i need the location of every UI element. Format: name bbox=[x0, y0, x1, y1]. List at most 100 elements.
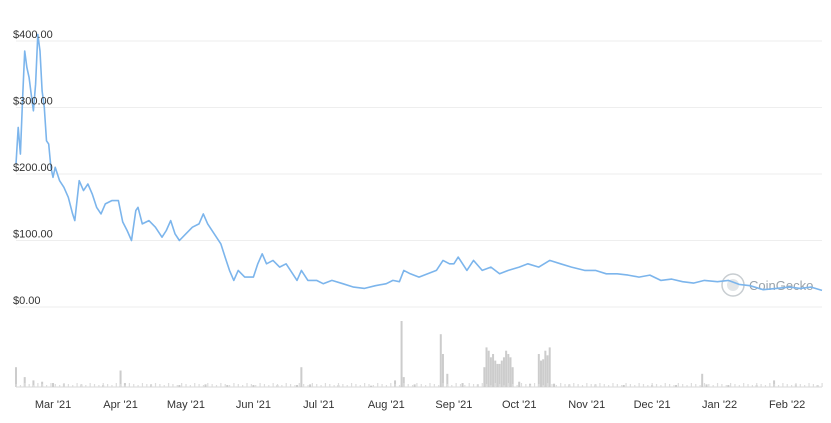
volume-bar bbox=[350, 383, 353, 387]
volume-bar bbox=[185, 384, 187, 387]
volume-bar bbox=[307, 385, 309, 387]
volume-bar bbox=[507, 383, 510, 387]
volume-bar bbox=[106, 384, 109, 387]
volume-bar bbox=[821, 383, 823, 387]
volume-bar bbox=[281, 385, 283, 387]
volume-bar bbox=[481, 383, 483, 387]
volume-bar bbox=[485, 347, 488, 387]
volume-bar bbox=[202, 385, 205, 387]
volume-bar bbox=[725, 385, 727, 387]
volume-bar bbox=[682, 384, 684, 387]
volume-bar bbox=[309, 384, 312, 387]
volume-bar bbox=[311, 383, 313, 387]
volume-bar bbox=[268, 385, 270, 387]
x-axis-labels: Mar '21 Apr '21 May '21 Jun '21 Jul '21 Aug '… bbox=[35, 399, 805, 411]
volume-bar bbox=[204, 384, 207, 387]
watermark-text: CoinGecko bbox=[749, 278, 813, 293]
volume-bar bbox=[553, 383, 556, 387]
volume-bar bbox=[537, 354, 540, 387]
volume-bar bbox=[477, 385, 479, 387]
volume-bar bbox=[377, 383, 379, 387]
volume-bar bbox=[502, 357, 505, 387]
volume-bar bbox=[276, 384, 279, 387]
volume-bar bbox=[120, 384, 122, 387]
volume-bar bbox=[804, 385, 806, 387]
volume-bar bbox=[677, 383, 679, 387]
volume-bar bbox=[673, 385, 675, 387]
volume-bar bbox=[686, 385, 688, 387]
volume-bar bbox=[407, 384, 409, 387]
volume-bar bbox=[298, 383, 300, 387]
volume-bar bbox=[490, 385, 492, 387]
volume-bar bbox=[727, 385, 730, 387]
volume-bar bbox=[425, 385, 427, 387]
volume-bar bbox=[228, 385, 231, 387]
volume-bar bbox=[172, 384, 174, 387]
x-tick-label: Jun '21 bbox=[236, 399, 271, 411]
volume-bar bbox=[337, 383, 340, 387]
volume-bar bbox=[786, 384, 788, 387]
volume-bar bbox=[215, 385, 218, 387]
volume-bar bbox=[812, 384, 814, 387]
volume-bar bbox=[150, 385, 152, 387]
volume-bar bbox=[237, 384, 239, 387]
volume-bar bbox=[560, 383, 562, 387]
y-axis-labels: $0.00 $100.00 $200.00 $300.00 $400.00 bbox=[13, 29, 53, 307]
volume-bar bbox=[509, 357, 512, 387]
y-tick-label: $200.00 bbox=[13, 162, 53, 174]
y-tick-label: $100.00 bbox=[13, 229, 53, 241]
volume-bar bbox=[777, 385, 780, 387]
volume-bar bbox=[45, 385, 48, 387]
volume-bar bbox=[769, 383, 771, 387]
volume-bar bbox=[15, 367, 17, 387]
volume-bar bbox=[520, 383, 523, 387]
volume-bar bbox=[316, 384, 318, 387]
volume-bar bbox=[464, 385, 466, 387]
volume-bar bbox=[494, 383, 496, 387]
volume-bar bbox=[263, 384, 266, 387]
volume-bar bbox=[364, 383, 366, 387]
volume-bar bbox=[37, 383, 39, 387]
volume-bar bbox=[102, 383, 104, 387]
volume-bar bbox=[499, 384, 501, 387]
volume-bar bbox=[300, 367, 303, 387]
volume-bar bbox=[647, 385, 649, 387]
volume-bar bbox=[808, 383, 810, 387]
volume-bar bbox=[67, 384, 69, 387]
volume-bar bbox=[642, 384, 645, 387]
volume-bar bbox=[573, 383, 575, 387]
volume-bar bbox=[242, 385, 244, 387]
volume-bar bbox=[544, 350, 547, 387]
volume-bar bbox=[546, 355, 549, 387]
x-tick-label: Apr '21 bbox=[103, 399, 138, 411]
volume-bar bbox=[651, 383, 653, 387]
volume-bar bbox=[41, 384, 43, 387]
volume-bar bbox=[782, 383, 784, 387]
volume-bar bbox=[472, 384, 475, 387]
volume-bar bbox=[581, 385, 584, 387]
volume-bar bbox=[446, 373, 449, 387]
volume-bar bbox=[730, 383, 732, 387]
volume-bar bbox=[93, 384, 96, 387]
x-tick-label: Aug '21 bbox=[368, 399, 405, 411]
volume-bar bbox=[655, 384, 658, 387]
volume-bar bbox=[59, 385, 61, 387]
volume-bar bbox=[368, 384, 370, 387]
volume-bar bbox=[483, 367, 486, 387]
x-tick-label: Nov '21 bbox=[568, 399, 605, 411]
volume-bar bbox=[296, 385, 299, 387]
volume-bar bbox=[24, 383, 26, 387]
volume-bar bbox=[89, 383, 91, 387]
volume-bar bbox=[590, 384, 592, 387]
volume-bar bbox=[32, 380, 35, 387]
volume-bar bbox=[716, 383, 719, 387]
x-tick-label: Sep '21 bbox=[435, 399, 472, 411]
volume-bar bbox=[194, 383, 196, 387]
volume-bar bbox=[32, 385, 35, 387]
volume-bar bbox=[487, 350, 490, 387]
volume-bar bbox=[518, 381, 521, 387]
volume-bar bbox=[690, 383, 692, 387]
volume-bar bbox=[500, 360, 503, 387]
volume-bar bbox=[285, 383, 287, 387]
volume-bar bbox=[233, 383, 235, 387]
